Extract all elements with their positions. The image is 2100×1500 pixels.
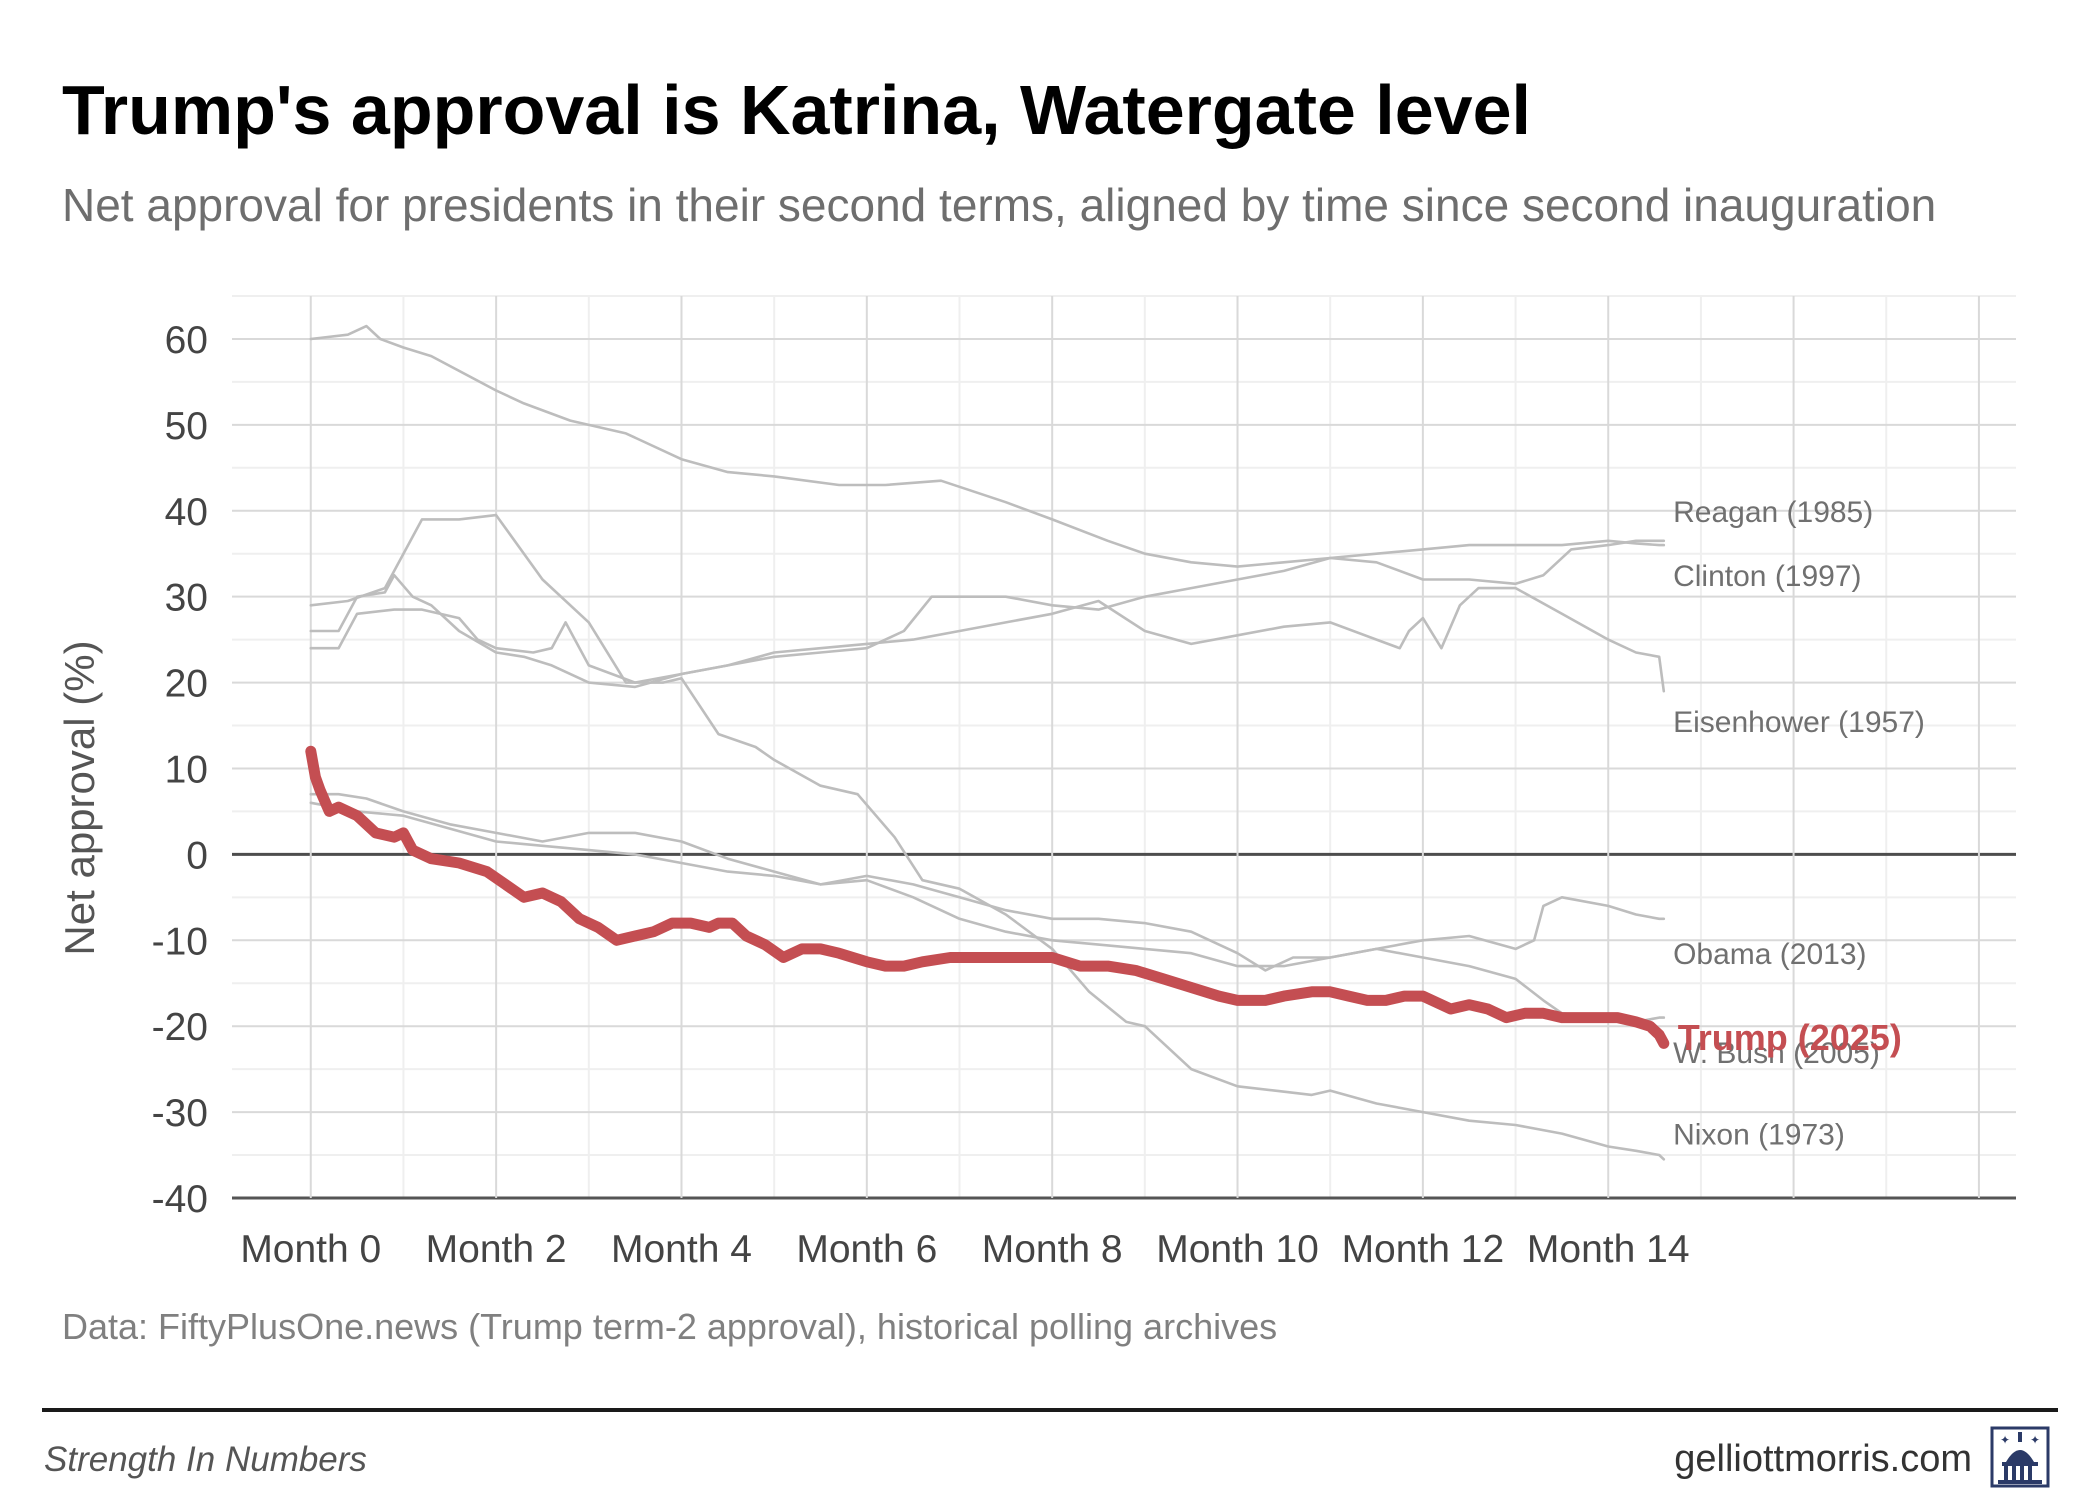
- series-label-clinton-1997: Clinton (1997): [1673, 560, 1861, 593]
- series-label-trump-2025: Trump (2025): [1678, 1017, 1902, 1058]
- x-axis: Month 0 Month 2 Month 4 Month 6 Month 8 Month…: [240, 1228, 1689, 1271]
- y-tick-label: -20: [152, 1006, 208, 1049]
- chart-series: [305, 324, 1670, 1161]
- x-tick-label: Month 10: [1156, 1228, 1319, 1271]
- y-tick-label: -30: [152, 1092, 208, 1135]
- series-line-nixon-1973: [309, 513, 1666, 1161]
- svg-text:✦: ✦: [2030, 1433, 2040, 1447]
- y-axis-label: Net approval (%): [56, 640, 103, 955]
- series-labels: Eisenhower (1957) Reagan (1985) Clinton (1…: [1673, 496, 1925, 1152]
- line-chart: 60 50 40 30 20 10 0 -10 -20 -30 -40 Month 0 Month 2…: [56, 295, 2016, 1271]
- x-tick-label: Month 8: [982, 1228, 1123, 1271]
- y-tick-label: 40: [165, 491, 208, 534]
- y-tick-label: -40: [152, 1178, 208, 1221]
- y-tick-label: 10: [165, 748, 208, 791]
- capitol-dome-icon: ✦ ✦: [1988, 1424, 2052, 1495]
- x-tick-label: Month 4: [611, 1228, 752, 1271]
- series-line-reagan-1985: [309, 539, 1666, 689]
- series-line-trump-2025: [305, 745, 1670, 1049]
- x-tick-label: Month 6: [796, 1228, 937, 1271]
- series-label-w-bush-2005: W. Bush (2005): [1673, 1037, 1880, 1070]
- chart-title: Trump's approval is Katrina, Watergate l…: [62, 71, 1531, 149]
- x-tick-label: Month 2: [426, 1228, 567, 1271]
- y-tick-label: -10: [152, 920, 208, 963]
- y-tick-label: 0: [186, 834, 208, 877]
- y-axis: 60 50 40 30 20 10 0 -10 -20 -30 -40: [152, 319, 208, 1221]
- x-tick-label: Month 0: [240, 1228, 381, 1271]
- series-label-nixon-1973: Nixon (1973): [1673, 1119, 1845, 1152]
- series-line-w-bush-2005: [309, 801, 1666, 1024]
- chart-grid: [232, 295, 2016, 1200]
- data-source-note: Data: FiftyPlusOne.news (Trump term-2 ap…: [62, 1306, 1278, 1347]
- y-tick-label: 30: [165, 577, 208, 620]
- chart-subtitle: Net approval for presidents in their sec…: [62, 179, 1937, 231]
- y-tick-label: 50: [165, 405, 208, 448]
- x-tick-label: Month 12: [1342, 1228, 1505, 1271]
- y-tick-label: 20: [165, 663, 208, 706]
- series-line-eisenhower-1957: [309, 324, 1666, 568]
- series-line-clinton-1997: [309, 586, 1666, 693]
- y-tick-label: 60: [165, 319, 208, 362]
- series-label-obama-2013: Obama (2013): [1673, 938, 1866, 971]
- site-link[interactable]: gelliottmorris.com: [1674, 1438, 1972, 1480]
- footer-divider: [42, 1408, 2058, 1412]
- series-label-reagan-1985: Reagan (1985): [1673, 496, 1873, 529]
- svg-text:✦: ✦: [2000, 1433, 2010, 1447]
- x-tick-label: Month 14: [1527, 1228, 1690, 1271]
- series-line-obama-2013: [309, 792, 1666, 972]
- series-label-eisenhower-1957: Eisenhower (1957): [1673, 706, 1925, 739]
- brand-name: Strength In Numbers: [44, 1440, 367, 1479]
